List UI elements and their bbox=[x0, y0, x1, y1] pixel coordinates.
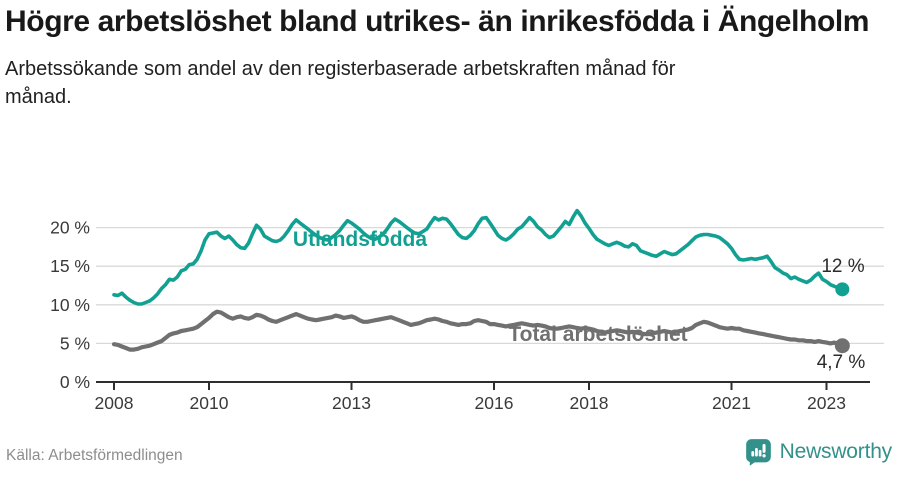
chart-title: Högre arbetslöshet bland utrikes- än inr… bbox=[5, 5, 870, 38]
y-tick-label-0: 0 % bbox=[60, 372, 90, 392]
y-tick-label-10: 10 % bbox=[50, 295, 90, 315]
x-tick-label-2013: 2013 bbox=[332, 393, 371, 413]
series-label-total: Total arbetslöshet bbox=[508, 323, 687, 346]
series-line-utlandsfodda bbox=[112, 208, 845, 306]
speech-bubble-bar-chart-icon bbox=[745, 439, 771, 466]
x-tick-label-2018: 2018 bbox=[570, 393, 609, 413]
series-end-dot-utlandsfodda bbox=[835, 282, 850, 297]
y-tick-label-5: 5 % bbox=[60, 333, 90, 353]
source-note: Källa: Arbetsförmedlingen bbox=[6, 447, 183, 464]
series-line-total bbox=[111, 309, 845, 352]
chart-subtitle: Arbetssökande som andel av den registerb… bbox=[5, 57, 676, 108]
y-tick-label-15: 15 % bbox=[50, 256, 90, 276]
series-label-utlandsfodda: Utlandsfödda bbox=[293, 228, 427, 251]
y-tick-label-20: 20 % bbox=[50, 218, 90, 238]
newsworthy-wordmark: Newsworthy bbox=[779, 440, 893, 463]
end-value-label-total: 4,7 % bbox=[817, 352, 866, 373]
x-tick-label-2023: 2023 bbox=[807, 393, 846, 413]
x-tick-label-2010: 2010 bbox=[190, 393, 229, 413]
series-end-dot-total bbox=[834, 338, 850, 354]
x-tick-label-2021: 2021 bbox=[712, 393, 751, 413]
newsworthy-logo: Newsworthy bbox=[745, 438, 892, 466]
x-tick-label-2008: 2008 bbox=[95, 393, 134, 413]
chart-header: Högre arbetslöshet bland utrikes- än inr… bbox=[5, 2, 889, 111]
x-tick-label-2016: 2016 bbox=[475, 393, 514, 413]
end-value-label-utlandsfodda: 12 % bbox=[821, 256, 864, 277]
